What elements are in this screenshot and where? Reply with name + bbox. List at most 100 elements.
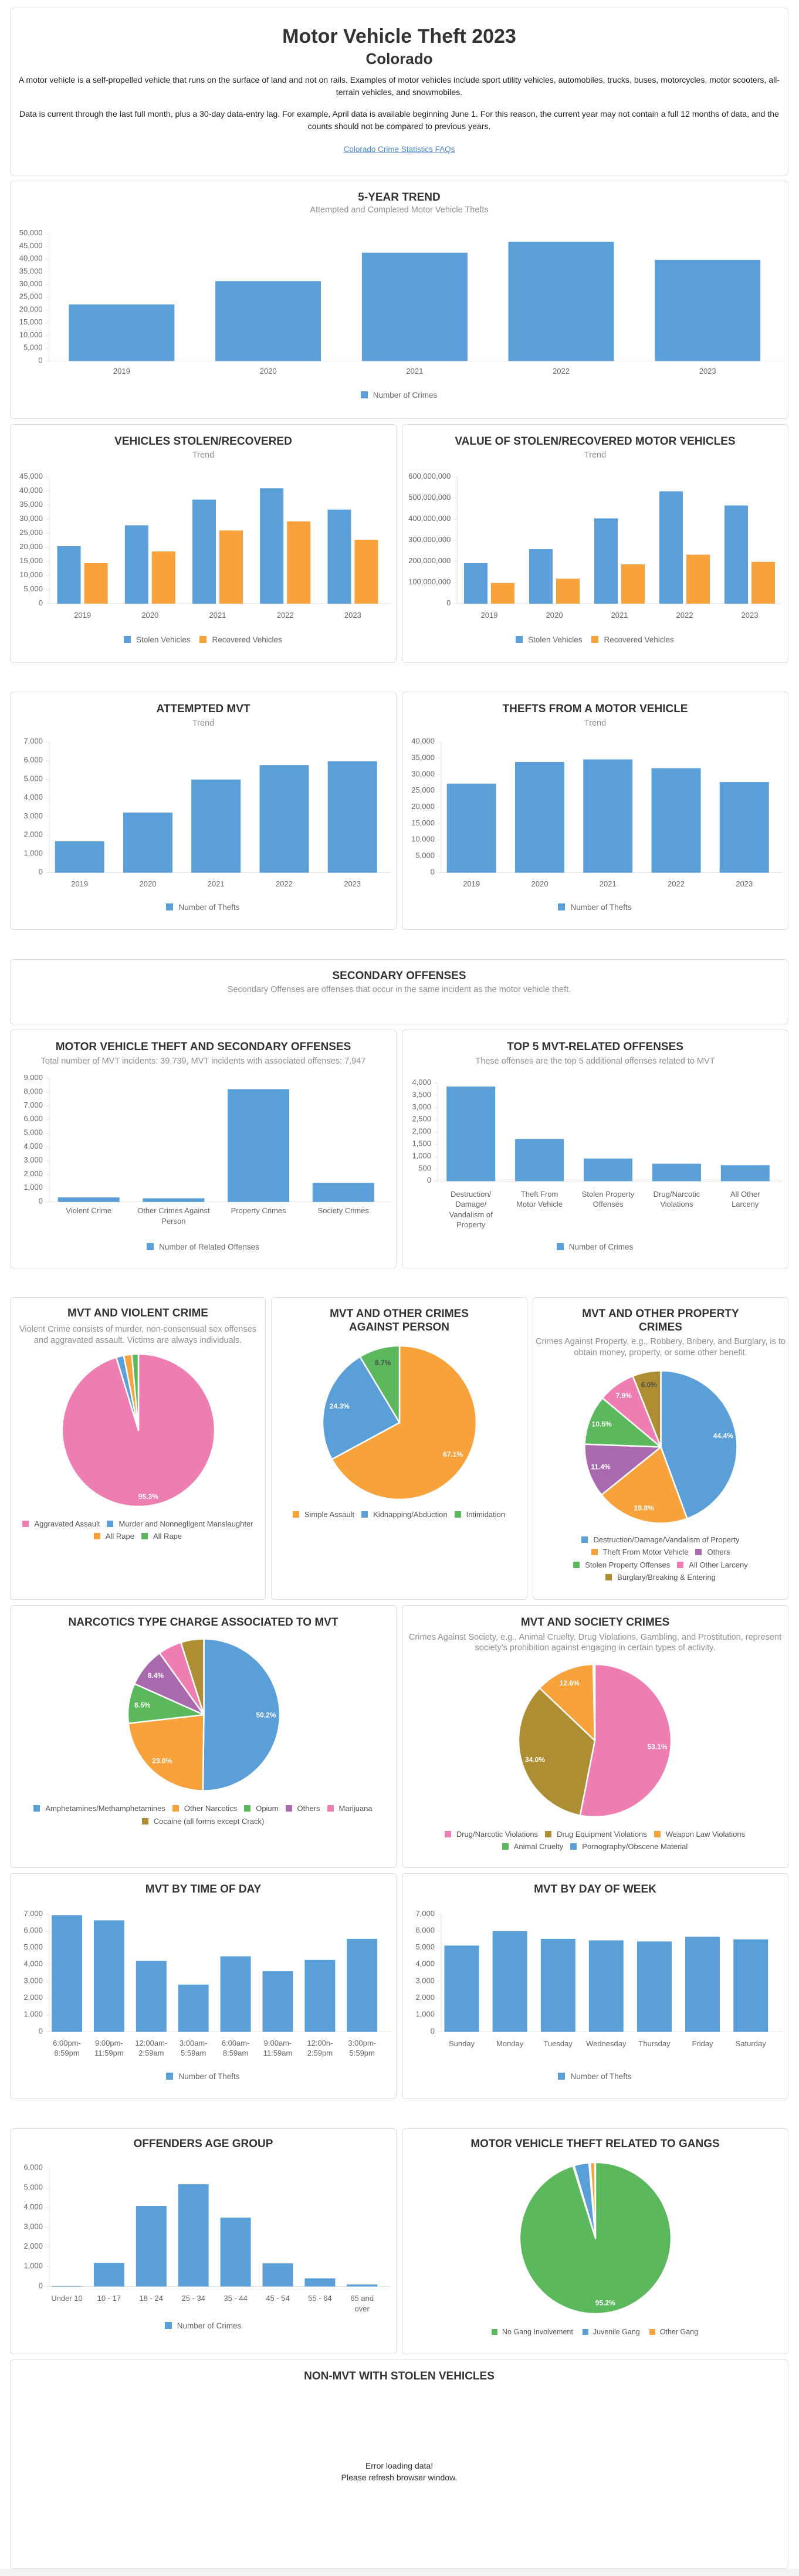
- svg-text:5,000: 5,000: [23, 1128, 43, 1137]
- svg-text:35,000: 35,000: [19, 266, 43, 275]
- svg-text:2,000: 2,000: [23, 830, 43, 839]
- svg-text:0: 0: [446, 598, 451, 607]
- svg-text:9,000: 9,000: [23, 1073, 43, 1082]
- svg-text:40,000: 40,000: [19, 254, 43, 263]
- svg-text:67.1%: 67.1%: [443, 1450, 463, 1458]
- svg-text:10,000: 10,000: [19, 570, 43, 579]
- svg-text:5,000: 5,000: [23, 774, 43, 783]
- svg-text:0: 0: [39, 2281, 43, 2290]
- svg-text:3,000: 3,000: [23, 811, 43, 820]
- svg-text:3,000: 3,000: [415, 1976, 435, 1985]
- svg-text:15,000: 15,000: [19, 556, 43, 565]
- svg-text:2,500: 2,500: [412, 1115, 431, 1123]
- svg-text:5,000: 5,000: [415, 851, 435, 860]
- svg-text:0: 0: [431, 2026, 435, 2035]
- svg-text:25,000: 25,000: [411, 786, 435, 794]
- svg-text:24.3%: 24.3%: [330, 1402, 350, 1410]
- svg-text:35,000: 35,000: [19, 500, 43, 509]
- svg-text:1,000: 1,000: [415, 2010, 435, 2019]
- svg-text:1,500: 1,500: [412, 1139, 431, 1148]
- svg-text:7,000: 7,000: [23, 737, 43, 746]
- svg-text:5,000: 5,000: [23, 343, 43, 352]
- svg-text:8,000: 8,000: [23, 1086, 43, 1095]
- svg-text:44.4%: 44.4%: [713, 1432, 733, 1440]
- svg-text:45,000: 45,000: [19, 472, 43, 480]
- svg-text:7,000: 7,000: [415, 1909, 435, 1918]
- svg-text:5,000: 5,000: [415, 1942, 435, 1951]
- svg-text:3,000: 3,000: [23, 1976, 43, 1985]
- svg-text:53.1%: 53.1%: [647, 1742, 667, 1751]
- svg-text:8.5%: 8.5%: [134, 1701, 151, 1710]
- svg-text:400,000,000: 400,000,000: [408, 514, 451, 523]
- svg-text:1,000: 1,000: [23, 849, 43, 858]
- svg-text:4,000: 4,000: [23, 1142, 43, 1150]
- svg-text:4,000: 4,000: [415, 1959, 435, 1968]
- svg-text:40,000: 40,000: [19, 486, 43, 495]
- svg-text:2,000: 2,000: [415, 1993, 435, 2002]
- svg-text:5,000: 5,000: [23, 1942, 43, 1951]
- svg-text:95.3%: 95.3%: [138, 1492, 158, 1501]
- svg-text:8.7%: 8.7%: [375, 1359, 391, 1367]
- svg-text:0: 0: [39, 1197, 43, 1206]
- svg-text:0: 0: [38, 356, 42, 364]
- svg-text:15,000: 15,000: [19, 317, 43, 326]
- svg-text:6.0%: 6.0%: [641, 1380, 658, 1389]
- svg-text:2,000: 2,000: [412, 1127, 431, 1136]
- svg-text:500: 500: [418, 1163, 431, 1172]
- svg-text:0: 0: [39, 867, 43, 876]
- svg-text:0: 0: [39, 598, 43, 607]
- svg-text:45,000: 45,000: [19, 241, 43, 250]
- svg-text:3,500: 3,500: [412, 1090, 431, 1099]
- svg-text:1,000: 1,000: [412, 1151, 431, 1160]
- svg-text:6,000: 6,000: [23, 1925, 43, 1934]
- svg-text:6,000: 6,000: [23, 2163, 43, 2172]
- svg-text:4,000: 4,000: [23, 2202, 43, 2211]
- svg-text:3,000: 3,000: [23, 1155, 43, 1164]
- svg-text:10.5%: 10.5%: [592, 1420, 612, 1429]
- svg-text:300,000,000: 300,000,000: [408, 535, 451, 544]
- svg-text:600,000,000: 600,000,000: [408, 472, 451, 480]
- svg-text:1,000: 1,000: [23, 1183, 43, 1191]
- svg-text:100,000,000: 100,000,000: [408, 577, 451, 586]
- svg-text:4,000: 4,000: [23, 1959, 43, 1968]
- svg-text:34.0%: 34.0%: [525, 1755, 545, 1763]
- svg-text:50,000: 50,000: [19, 228, 43, 237]
- svg-text:0: 0: [427, 1176, 431, 1184]
- svg-text:2,000: 2,000: [23, 1169, 43, 1178]
- svg-text:19.8%: 19.8%: [634, 1504, 654, 1512]
- svg-text:35,000: 35,000: [411, 753, 435, 761]
- svg-text:7,000: 7,000: [23, 1101, 43, 1109]
- svg-text:1,000: 1,000: [23, 2010, 43, 2019]
- svg-text:11.4%: 11.4%: [591, 1463, 611, 1471]
- svg-text:23.0%: 23.0%: [152, 1757, 172, 1765]
- svg-text:10,000: 10,000: [19, 330, 43, 339]
- svg-text:0: 0: [39, 2026, 43, 2035]
- svg-text:40,000: 40,000: [411, 737, 435, 746]
- svg-text:5,000: 5,000: [23, 584, 43, 593]
- svg-text:30,000: 30,000: [411, 769, 435, 778]
- svg-text:12.6%: 12.6%: [560, 1679, 580, 1687]
- svg-text:25,000: 25,000: [19, 528, 43, 537]
- svg-text:15,000: 15,000: [411, 818, 435, 827]
- svg-text:3,000: 3,000: [23, 2222, 43, 2231]
- svg-text:7,000: 7,000: [23, 1909, 43, 1918]
- svg-text:6,000: 6,000: [23, 1114, 43, 1123]
- svg-text:30,000: 30,000: [19, 514, 43, 523]
- svg-text:4,000: 4,000: [23, 793, 43, 801]
- svg-text:95.2%: 95.2%: [595, 2299, 615, 2307]
- svg-text:7.9%: 7.9%: [616, 1392, 632, 1400]
- svg-text:0: 0: [431, 867, 435, 876]
- svg-text:25,000: 25,000: [19, 292, 43, 301]
- svg-text:10,000: 10,000: [411, 835, 435, 844]
- svg-text:30,000: 30,000: [19, 279, 43, 288]
- svg-text:20,000: 20,000: [411, 802, 435, 811]
- svg-text:20,000: 20,000: [19, 542, 43, 551]
- svg-text:2,000: 2,000: [23, 1993, 43, 2002]
- svg-text:2,000: 2,000: [23, 2242, 43, 2250]
- svg-text:200,000,000: 200,000,000: [408, 556, 451, 565]
- svg-text:4,000: 4,000: [412, 1078, 431, 1086]
- svg-text:3,000: 3,000: [412, 1102, 431, 1111]
- svg-text:8.4%: 8.4%: [148, 1671, 164, 1680]
- svg-text:6,000: 6,000: [23, 756, 43, 764]
- svg-text:1,000: 1,000: [23, 2262, 43, 2270]
